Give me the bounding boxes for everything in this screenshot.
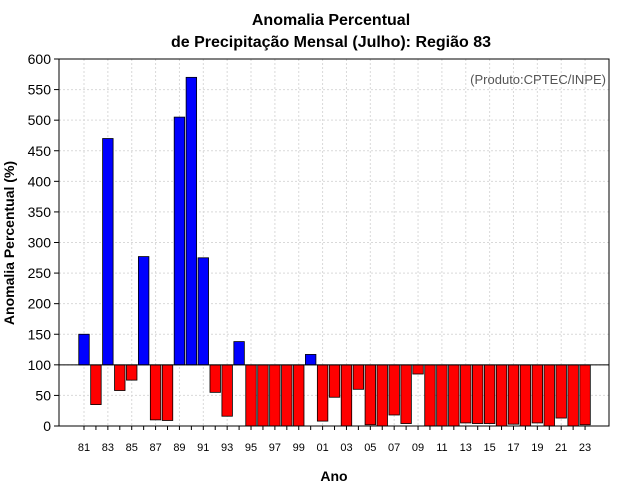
y-tick-label: 500 <box>28 112 52 128</box>
bar-96 <box>257 364 269 427</box>
x-tick-label: 97 <box>269 442 281 454</box>
x-tick-label: 85 <box>126 442 138 454</box>
credit-note: (Produto:CPTEC/INPE) <box>470 72 606 87</box>
bar-15 <box>483 364 496 424</box>
x-tick-label: 19 <box>531 442 543 454</box>
bar-20 <box>543 364 555 427</box>
bar-14 <box>472 364 484 424</box>
bar-17 <box>507 364 520 425</box>
y-tick-label: 300 <box>28 235 52 251</box>
bar-04 <box>352 364 365 390</box>
bars <box>78 76 591 427</box>
x-tick-label: 03 <box>340 442 352 454</box>
y-tick-label: 400 <box>28 173 52 189</box>
bar-22 <box>567 364 579 427</box>
bar-13 <box>460 364 472 424</box>
bar-23 <box>579 364 591 426</box>
bar-06 <box>376 364 388 427</box>
bar-18 <box>519 364 532 427</box>
x-tick-label: 09 <box>412 442 424 454</box>
bar-11 <box>436 364 448 427</box>
bar-90 <box>185 76 198 366</box>
x-axis-label: Ano <box>320 468 347 484</box>
bar-12 <box>448 364 460 427</box>
y-axis-label: Anomalia Percentual (%) <box>1 161 17 325</box>
x-tick-label: 21 <box>555 442 567 454</box>
x-tick-label: 89 <box>173 442 185 454</box>
x-tick-label: 91 <box>197 442 209 454</box>
y-tick-label: 0 <box>43 418 51 434</box>
x-tick-label: 11 <box>436 442 447 454</box>
bar-95 <box>245 364 257 427</box>
chart-title-line2: de Precipitação Mensal (Julho): Região 8… <box>171 34 491 51</box>
bar-89 <box>173 116 186 366</box>
bar-84 <box>114 364 126 391</box>
bar-98 <box>281 364 293 427</box>
x-tick-label: 01 <box>316 442 328 454</box>
y-tick-label: 250 <box>28 265 52 281</box>
x-tick-label: 93 <box>221 442 233 454</box>
bar-82 <box>90 364 102 405</box>
x-tick-label: 99 <box>293 442 305 454</box>
bar-85 <box>126 364 138 381</box>
y-tick-label: 450 <box>28 143 52 159</box>
x-tick-label: 13 <box>460 442 472 454</box>
bar-83 <box>102 138 114 366</box>
bar-07 <box>388 364 400 416</box>
bar-03 <box>340 364 353 427</box>
bar-99 <box>293 364 305 427</box>
bar-81 <box>78 333 90 366</box>
x-tick-label: 95 <box>245 442 257 454</box>
bar-97 <box>269 364 281 427</box>
x-tick-label: 81 <box>78 442 90 454</box>
y-tick-label: 150 <box>28 326 52 342</box>
bar-19 <box>531 364 543 424</box>
x-tick-label: 23 <box>579 442 591 454</box>
bar-93 <box>221 364 233 417</box>
x-tick-label: 07 <box>388 442 400 454</box>
bar-02 <box>328 364 341 398</box>
bar-10 <box>424 364 436 427</box>
bar-21 <box>555 364 567 419</box>
x-tick-label: 15 <box>483 442 495 454</box>
y-tick-label: 550 <box>28 82 52 98</box>
bar-05 <box>364 364 376 426</box>
bar-91 <box>197 257 209 366</box>
x-tick-label: 83 <box>102 442 114 454</box>
x-tick-label: 05 <box>364 442 376 454</box>
y-tick-label: 50 <box>35 387 51 403</box>
bar-87 <box>149 364 162 421</box>
bar-00 <box>305 354 317 366</box>
x-tick-label: 87 <box>149 442 161 454</box>
y-tick-label: 600 <box>28 51 52 67</box>
bar-08 <box>400 364 412 424</box>
bar-09 <box>412 364 424 375</box>
chart-title-line1: Anomalia Percentual <box>252 12 410 29</box>
y-tick-label: 100 <box>28 357 52 373</box>
bar-01 <box>316 364 329 422</box>
y-tick-label: 200 <box>28 296 52 312</box>
bar-16 <box>495 364 508 427</box>
y-tick-label: 350 <box>28 204 52 220</box>
x-tick-label: 17 <box>507 442 519 454</box>
bar-88 <box>161 364 174 421</box>
bar-94 <box>233 341 245 366</box>
bar-86 <box>137 256 150 366</box>
bar-92 <box>209 364 221 393</box>
